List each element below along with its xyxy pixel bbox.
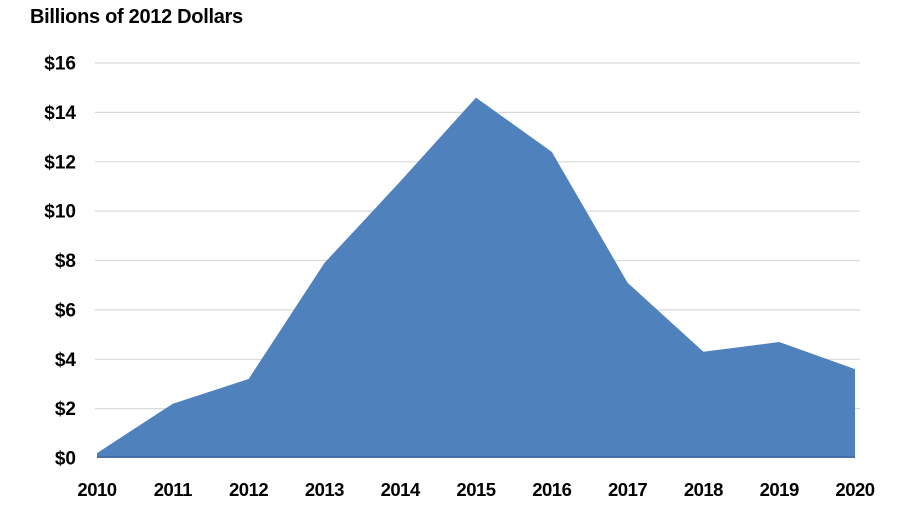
y-axis-tick-label: $0: [55, 449, 76, 470]
x-axis-tick-label: 2012: [229, 479, 268, 500]
y-axis-tick-label: $4: [55, 350, 77, 371]
x-axis-tick-label: 2016: [532, 479, 571, 500]
y-axis-tick-label: $2: [55, 399, 76, 420]
y-axis-tick-label: $8: [55, 251, 76, 272]
x-axis-tick-label: 2018: [684, 479, 723, 500]
x-axis-tick-label: 2019: [760, 479, 799, 500]
y-axis-tick-label: $14: [44, 103, 76, 124]
y-axis-tick-label: $10: [44, 202, 76, 223]
y-axis-tick-label: $16: [44, 54, 76, 75]
y-axis-tick-label: $12: [44, 152, 76, 173]
x-axis-tick-label: 2015: [456, 479, 495, 500]
x-axis-tick-label: 2017: [608, 479, 647, 500]
x-axis-tick-label: 2013: [305, 479, 344, 500]
y-axis-tick-label: $6: [55, 300, 76, 321]
chart-title: Billions of 2012 Dollars: [30, 6, 243, 28]
x-axis-tick-label: 2010: [77, 479, 116, 500]
x-axis-tick-label: 2020: [835, 479, 874, 500]
x-axis-tick-label: 2014: [381, 479, 421, 500]
area-series: [97, 97, 855, 458]
x-axis-tick-label: 2011: [154, 479, 192, 500]
